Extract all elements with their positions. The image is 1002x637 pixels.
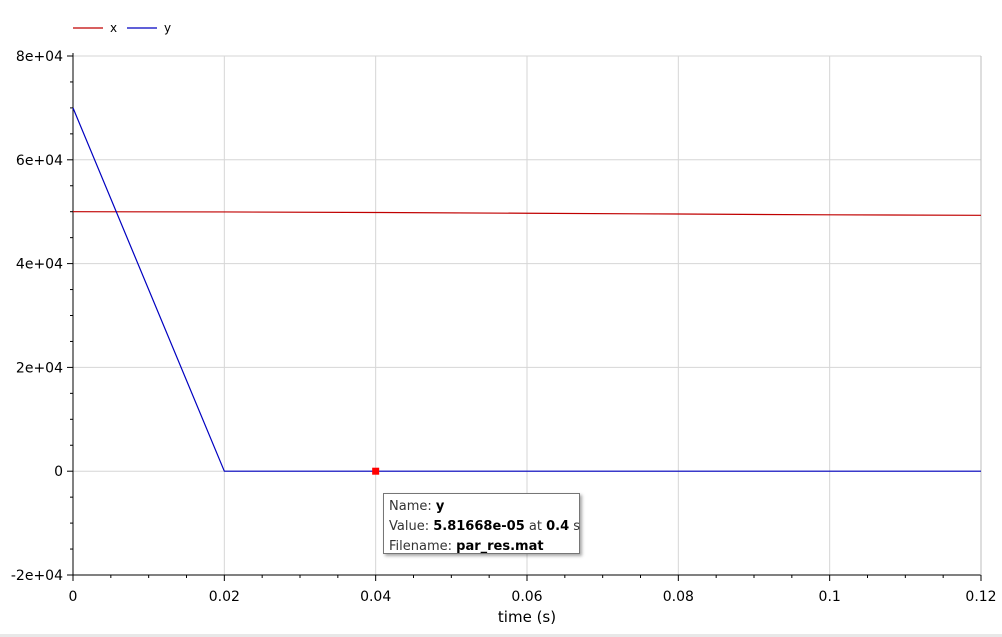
x-tick-label-2: 0.04 (360, 589, 391, 605)
y-tick-label-0: -2e+04 (11, 568, 63, 584)
tooltip-at-value: 0.4 (546, 519, 570, 534)
x-tick-label-4: 0.08 (663, 589, 694, 605)
tooltip-at-label: at (528, 519, 542, 534)
x-tick-label-5: 0.1 (819, 589, 841, 605)
y-tick-label-4: 6e+04 (16, 153, 63, 169)
tooltip-name-row: Name: y (389, 497, 574, 517)
y-tick-label-3: 4e+04 (16, 257, 63, 273)
tooltip-value-row: Value: 5.81668e-05 at 0.4 s (389, 517, 580, 537)
bottom-border (0, 634, 1002, 637)
tooltip-name-label: Name: (389, 499, 432, 514)
series-group (72, 107, 982, 472)
x-axis-title: time (s) (498, 608, 556, 626)
legend-label-y[interactable]: y (164, 21, 171, 35)
series-line-x[interactable] (72, 211, 982, 216)
ticks: 0 0.02 0.04 0.06 0.08 0.1 0.12 -2e+04 0 2e+04 4e+0… (11, 49, 997, 605)
x-tick-label-3: 0.06 (511, 589, 542, 605)
data-tooltip: Name: y Value: 5.81668e-05 at 0.4 s File… (383, 493, 580, 554)
tooltip-unit: s (573, 519, 581, 534)
y-tick-label-5: 8e+04 (16, 49, 63, 65)
x-tick-label-6: 0.12 (965, 589, 996, 605)
x-tick-label-0: 0 (69, 589, 78, 605)
tooltip-name-value: y (435, 499, 445, 514)
tooltip-filename-value: par_res.mat (456, 539, 544, 554)
tooltip-value-value: 5.81668e-05 (433, 519, 525, 534)
y-tick-label-2: 2e+04 (16, 360, 63, 376)
data-point-marker[interactable] (372, 467, 380, 475)
tooltip-value-label: Value: (389, 519, 430, 534)
marker-group (372, 467, 380, 475)
legend-label-x[interactable]: x (110, 21, 117, 35)
tooltip-filename-label: Filename: (389, 539, 453, 554)
series-line-y[interactable] (72, 107, 981, 472)
x-tick-label-1: 0.02 (209, 589, 240, 605)
y-tick-label-1: 0 (54, 464, 63, 480)
tooltip-filename-row: Filename: par_res.mat (389, 537, 574, 557)
